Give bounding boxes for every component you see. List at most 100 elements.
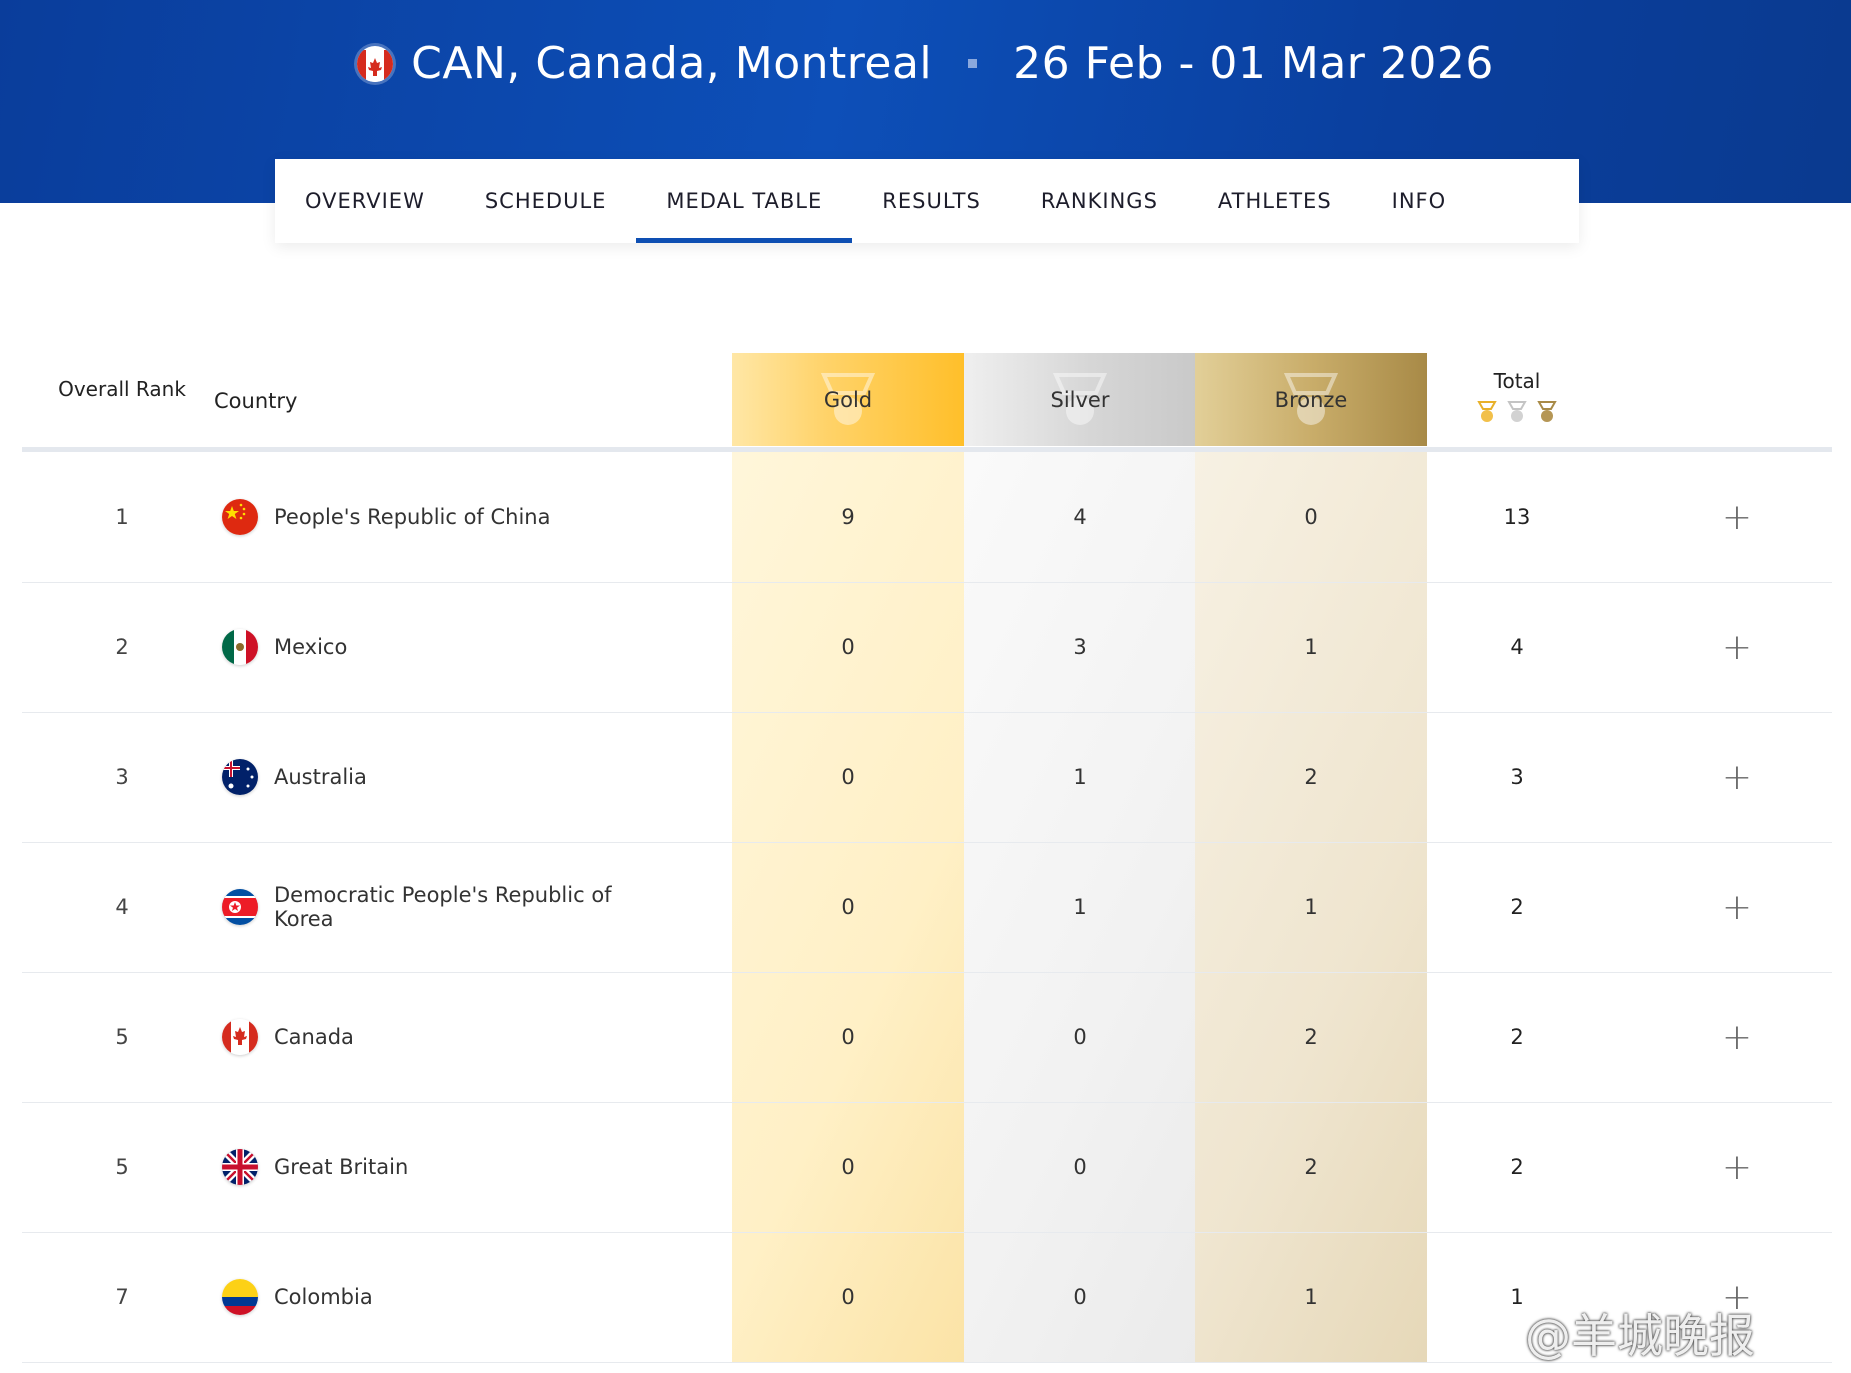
silver-count: 0 [1073, 1025, 1087, 1049]
header-gold: Gold [732, 353, 964, 446]
country-cell: People's Republic of China [222, 452, 692, 582]
total-count: 4 [1510, 635, 1524, 659]
rank-cell: 5 [115, 1025, 129, 1049]
mexico-flag-icon [222, 629, 258, 665]
silver-count: 0 [1073, 1155, 1087, 1179]
bronze-count: 1 [1304, 1285, 1318, 1309]
table-row: 3 Australia 0 1 2 3 + [22, 712, 1832, 843]
bronze-column-bg [1195, 452, 1427, 1362]
gold-count: 0 [841, 1285, 855, 1309]
rank-cell: 1 [115, 505, 129, 529]
canada-flag-icon [357, 45, 394, 82]
canada-flag-icon [222, 1019, 258, 1055]
country-cell: Mexico [222, 582, 692, 712]
gold-count: 0 [841, 765, 855, 789]
country-name: Canada [274, 1025, 354, 1049]
tab-overview[interactable]: OVERVIEW [305, 189, 425, 213]
event-location: CAN, Canada, Montreal [411, 38, 933, 89]
header-divider [22, 447, 1832, 452]
rank-cell: 2 [115, 635, 129, 659]
country-name: Australia [274, 765, 367, 789]
table-row: 2 Mexico 0 3 1 4 + [22, 582, 1832, 713]
watermark: @羊城晚报 [1525, 1309, 1755, 1363]
gold-count: 0 [841, 895, 855, 919]
rank-cell: 7 [115, 1285, 129, 1309]
total-count: 1 [1510, 1285, 1524, 1309]
expand-row-button[interactable]: + [1721, 496, 1753, 538]
china-flag-icon [222, 499, 258, 535]
silver-count: 4 [1073, 505, 1087, 529]
country-cell: Democratic People's Republic of Korea [222, 842, 692, 972]
country-name: Mexico [274, 635, 348, 659]
country-cell: Great Britain [222, 1102, 692, 1232]
header-country: Country [214, 389, 298, 413]
gold-medal-small-icon [1477, 401, 1497, 422]
header-bronze: Bronze [1195, 353, 1427, 446]
tab-schedule[interactable]: SCHEDULE [484, 189, 607, 213]
dprk-flag-icon [222, 889, 258, 925]
total-count: 13 [1503, 505, 1531, 529]
country-name: Great Britain [274, 1155, 409, 1179]
expand-row-button[interactable]: + [1721, 756, 1753, 798]
great-britain-flag-icon [222, 1149, 258, 1185]
silver-count: 3 [1073, 635, 1087, 659]
event-title: CAN, Canada, Montreal 26 Feb - 01 Mar 20… [0, 38, 1851, 89]
header-silver: Silver [964, 353, 1196, 446]
country-name: People's Republic of China [274, 505, 551, 529]
expand-row-button[interactable]: + [1721, 626, 1753, 668]
bronze-medal-icon [1283, 373, 1339, 425]
separator-dot [968, 59, 978, 68]
table-row: 5 Great Britain 0 0 2 2 + [22, 1102, 1832, 1233]
total-count: 3 [1510, 765, 1524, 789]
bronze-count: 2 [1304, 765, 1318, 789]
country-cell: Australia [222, 712, 692, 842]
silver-count: 1 [1073, 765, 1087, 789]
tab-medal-table[interactable]: MEDAL TABLE [636, 159, 853, 243]
event-dates: 26 Feb - 01 Mar 2026 [1013, 38, 1494, 89]
tab-athletes[interactable]: ATHLETES [1217, 189, 1332, 213]
expand-row-button[interactable]: + [1721, 886, 1753, 928]
table-row: 1 People's Republic of China 9 4 0 13 + [22, 452, 1832, 583]
total-medal-icons [1449, 401, 1585, 423]
bronze-count: 0 [1304, 505, 1318, 529]
country-name: Democratic People's Republic of Korea [274, 883, 612, 931]
gold-count: 9 [841, 505, 855, 529]
table-row: 4 Democratic People's Republic of Korea … [22, 842, 1832, 973]
silver-medal-icon [1052, 373, 1108, 425]
silver-count: 0 [1073, 1285, 1087, 1309]
total-count: 2 [1510, 895, 1524, 919]
expand-row-button[interactable]: + [1721, 1276, 1753, 1318]
colombia-flag-icon [222, 1279, 258, 1315]
silver-count: 1 [1073, 895, 1087, 919]
rank-cell: 5 [115, 1155, 129, 1179]
header-total: Total [1449, 369, 1585, 423]
tab-info[interactable]: INFO [1391, 189, 1447, 213]
bronze-count: 2 [1304, 1025, 1318, 1049]
australia-flag-icon [222, 759, 258, 795]
bronze-count: 2 [1304, 1155, 1318, 1179]
country-cell: Canada [222, 972, 692, 1102]
medal-table-header: Overall Rank Country Gold Silver Bronze … [22, 353, 1832, 451]
country-cell: Colombia [222, 1232, 692, 1362]
table-row: 5 Canada 0 0 2 2 + [22, 972, 1832, 1103]
rank-cell: 4 [115, 895, 129, 919]
expand-row-button[interactable]: + [1721, 1146, 1753, 1188]
gold-count: 0 [841, 635, 855, 659]
bronze-medal-small-icon [1537, 401, 1557, 422]
tab-results[interactable]: RESULTS [882, 189, 981, 213]
expand-row-button[interactable]: + [1721, 1016, 1753, 1058]
country-name: Colombia [274, 1285, 373, 1309]
total-count: 2 [1510, 1155, 1524, 1179]
gold-column-bg [732, 452, 964, 1362]
event-tabs: OVERVIEW SCHEDULE MEDAL TABLE RESULTS RA… [275, 159, 1579, 243]
total-count: 2 [1510, 1025, 1524, 1049]
header-overall-rank: Overall Rank [58, 377, 186, 401]
tab-rankings[interactable]: RANKINGS [1040, 189, 1158, 213]
bronze-count: 1 [1304, 635, 1318, 659]
gold-count: 0 [841, 1025, 855, 1049]
bronze-count: 1 [1304, 895, 1318, 919]
gold-count: 0 [841, 1155, 855, 1179]
rank-cell: 3 [115, 765, 129, 789]
silver-medal-small-icon [1507, 401, 1527, 422]
silver-column-bg [964, 452, 1196, 1362]
